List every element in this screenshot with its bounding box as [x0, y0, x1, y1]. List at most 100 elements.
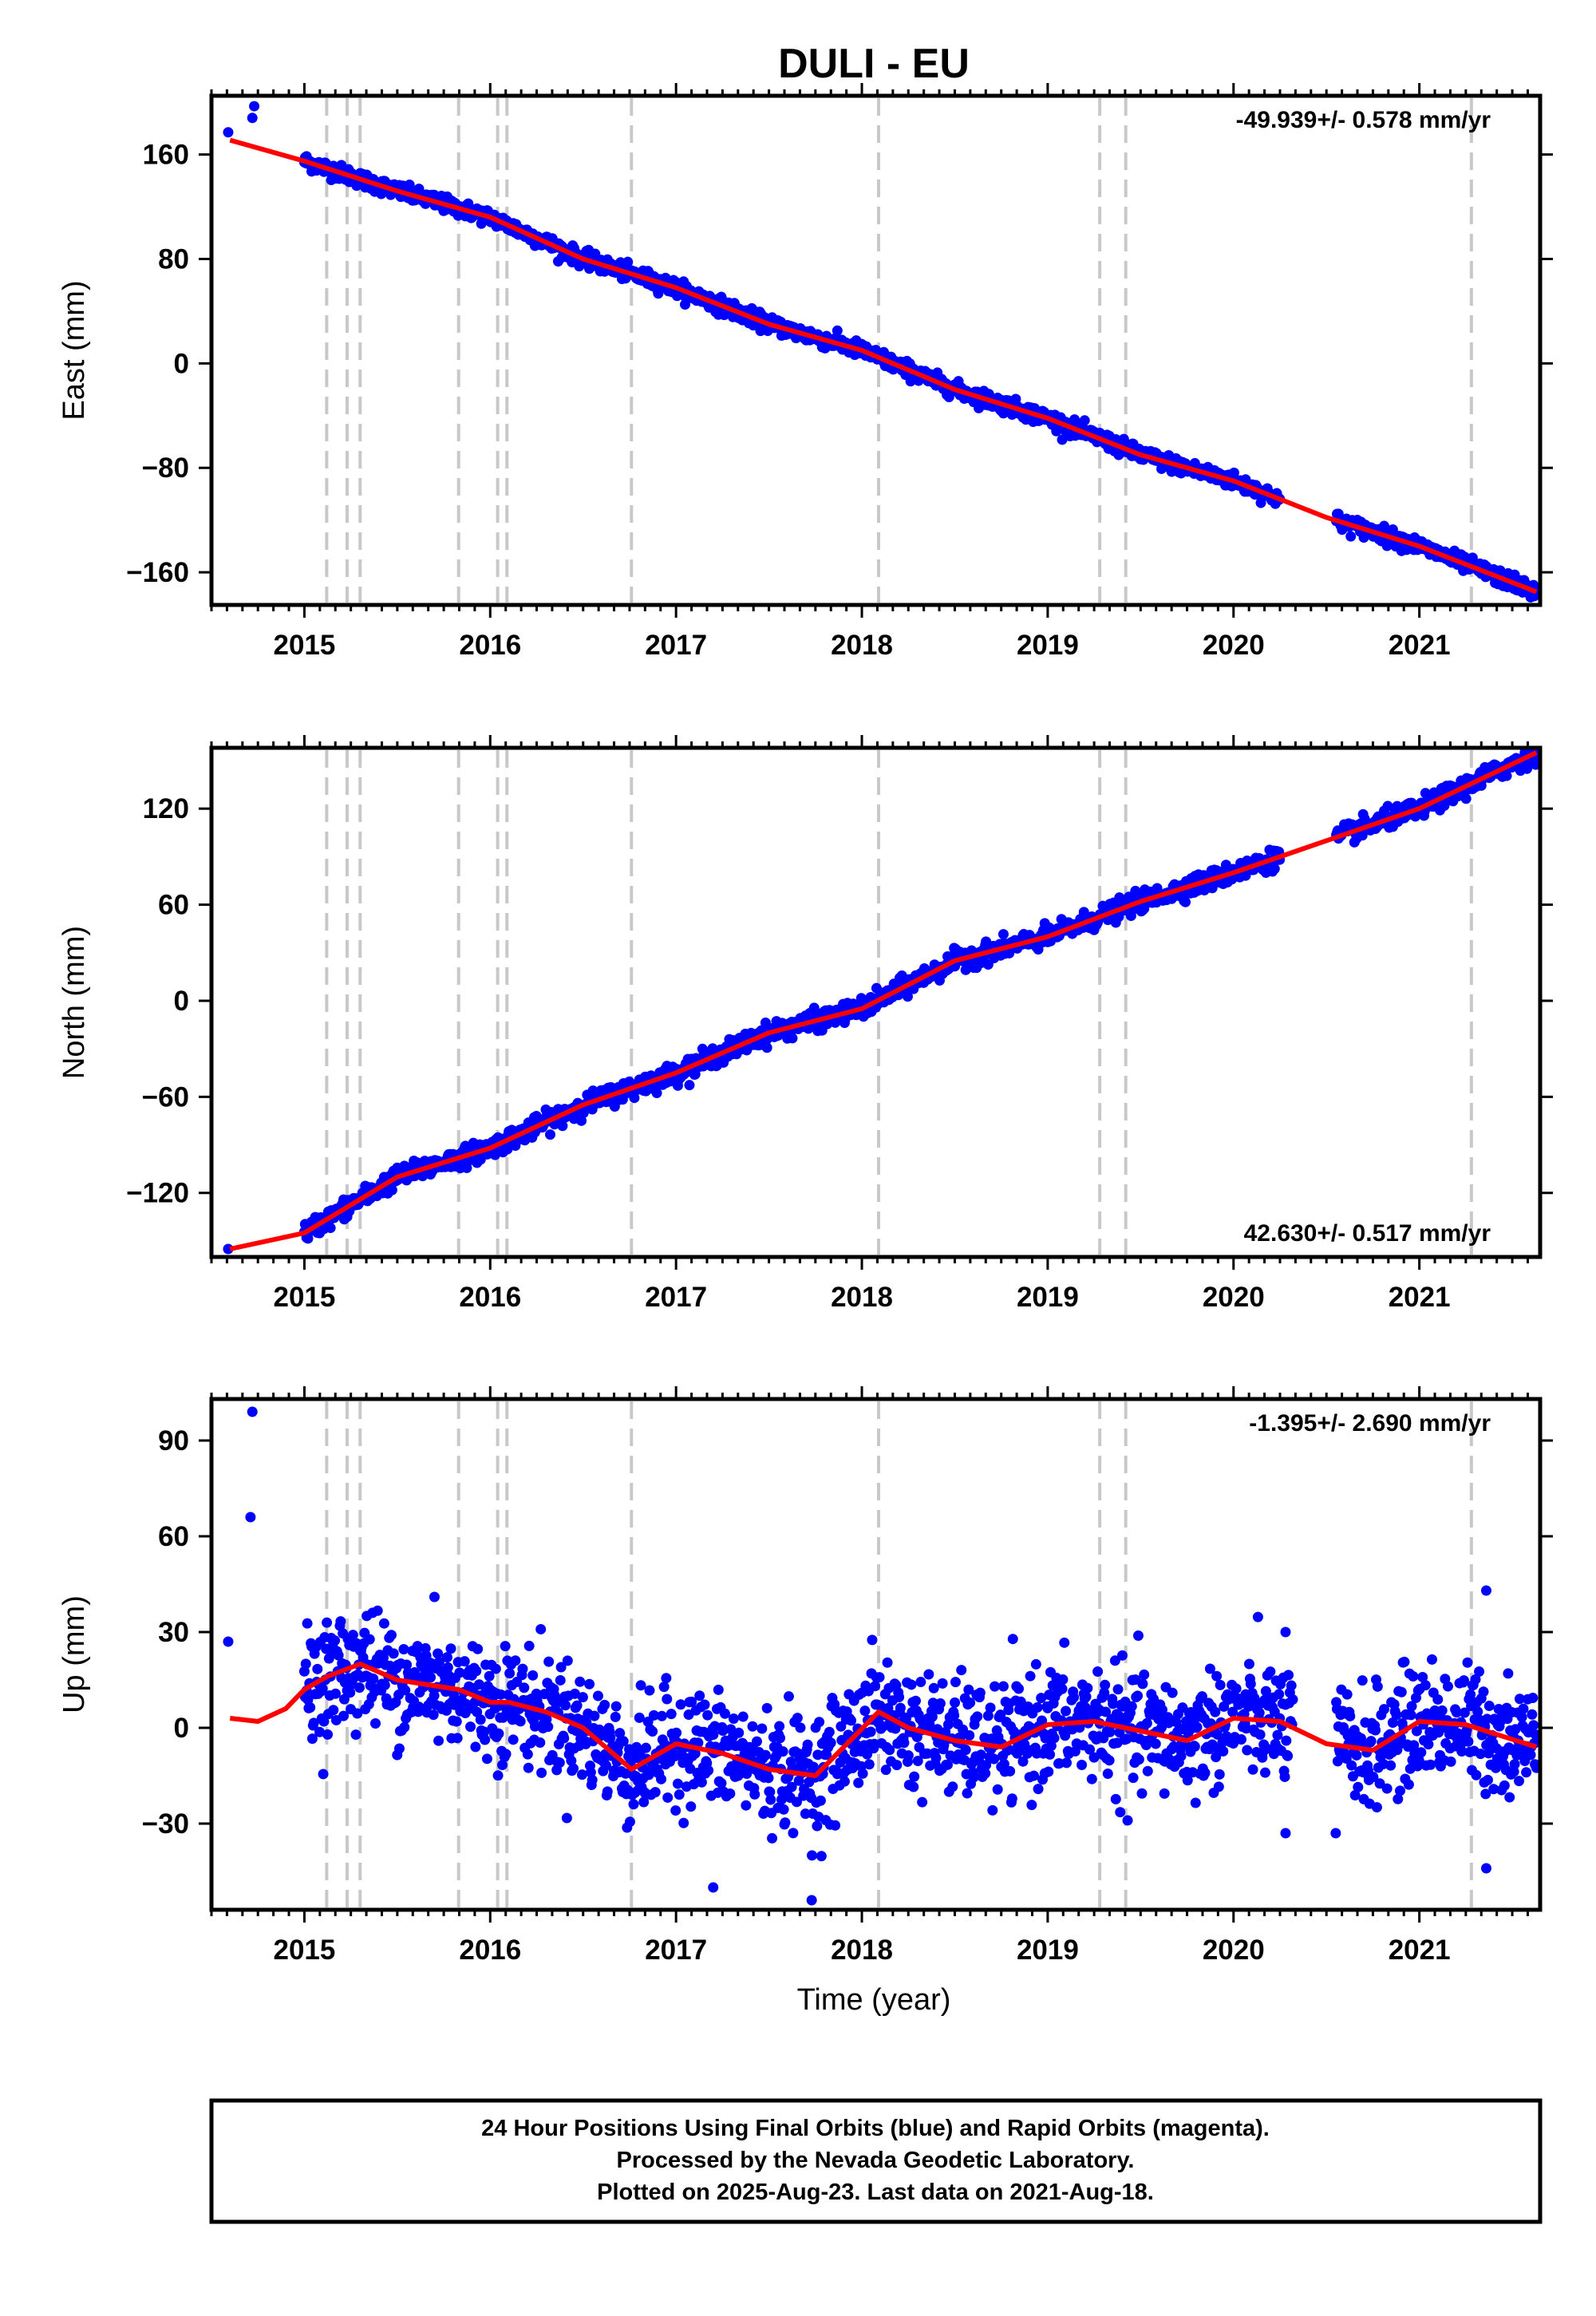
- data-point: [853, 1777, 864, 1788]
- data-point: [543, 1721, 554, 1733]
- data-point: [1132, 1630, 1144, 1641]
- data-point: [445, 1643, 456, 1654]
- data-point: [815, 1795, 826, 1806]
- data-point: [737, 1711, 749, 1722]
- data-point: [788, 1828, 799, 1839]
- x-tick-label: 2019: [1017, 1282, 1079, 1313]
- data-point: [812, 1820, 823, 1832]
- data-point: [624, 1816, 635, 1828]
- data-point: [398, 1644, 409, 1655]
- data-point: [1243, 1658, 1254, 1670]
- data-point: [894, 1692, 905, 1703]
- data-point: [656, 1710, 667, 1721]
- data-point: [694, 1690, 705, 1701]
- data-point: [523, 1640, 535, 1651]
- data-point: [774, 1721, 785, 1732]
- data-point: [765, 1794, 776, 1805]
- data-point: [1167, 1687, 1178, 1698]
- data-point: [536, 1767, 547, 1778]
- x-tick-label: 2019: [1017, 630, 1079, 661]
- north-panel: 2015 2016 2017 2018 2019 2020 2021120600−60−12…: [57, 735, 1553, 1313]
- data-point: [775, 1733, 786, 1744]
- outlier-point: [247, 113, 258, 124]
- data-point: [1115, 1807, 1126, 1818]
- data-point: [1102, 1769, 1113, 1780]
- data-point: [699, 1699, 710, 1710]
- data-point: [527, 1670, 539, 1681]
- data-point: [535, 1623, 547, 1634]
- data-point: [1126, 1701, 1137, 1712]
- data-point: [350, 1729, 361, 1741]
- data-point: [950, 1677, 961, 1688]
- data-point: [662, 1792, 674, 1803]
- data-point: [1132, 1690, 1144, 1701]
- data-point: [385, 1630, 397, 1641]
- data-point: [562, 1655, 573, 1666]
- data-point: [568, 1763, 579, 1774]
- data-point: [1082, 1682, 1093, 1694]
- data-point: [867, 1634, 878, 1646]
- data-point: [622, 256, 634, 267]
- data-point: [777, 1746, 788, 1757]
- data-point: [610, 1711, 621, 1722]
- data-point: [651, 1088, 662, 1099]
- data-point: [459, 1656, 470, 1667]
- data-point: [1133, 1754, 1144, 1765]
- data-point: [767, 1832, 778, 1844]
- data-point: [760, 1749, 771, 1761]
- data-point: [428, 1709, 439, 1721]
- data-point: [824, 1726, 835, 1737]
- data-point: [965, 1697, 976, 1709]
- data-point: [330, 1688, 342, 1699]
- data-point: [517, 1663, 528, 1674]
- data-point: [629, 1093, 640, 1104]
- data-point: [318, 1769, 329, 1780]
- data-point: [640, 1742, 651, 1753]
- data-point: [523, 1762, 534, 1773]
- y-tick-label: 60: [158, 890, 189, 921]
- data-point: [998, 1681, 1009, 1692]
- x-tick-label: 2015: [273, 1282, 335, 1313]
- data-point: [1013, 1683, 1025, 1694]
- y-tick-label: 80: [158, 243, 189, 275]
- data-point: [1086, 1773, 1097, 1784]
- data-point: [322, 1729, 334, 1740]
- y-tick-label: −60: [142, 1081, 189, 1113]
- data-point: [783, 1691, 794, 1702]
- data-point: [560, 1700, 571, 1711]
- y-tick-label: −80: [142, 453, 189, 484]
- data-point: [1214, 1769, 1225, 1780]
- data-point: [575, 1676, 586, 1687]
- data-point: [1460, 793, 1472, 804]
- data-point: [908, 1781, 919, 1792]
- data-point: [328, 1705, 339, 1716]
- data-point: [592, 1690, 603, 1701]
- data-point: [1139, 1669, 1150, 1680]
- data-point: [1030, 1658, 1041, 1670]
- data-point: [372, 1605, 383, 1616]
- data-point: [865, 1726, 876, 1737]
- data-point: [1059, 1637, 1070, 1648]
- data-point: [650, 1787, 661, 1798]
- data-point: [857, 1768, 868, 1779]
- data-point: [369, 1717, 381, 1729]
- data-point: [302, 1618, 313, 1629]
- data-point: [1005, 1765, 1016, 1777]
- data-point: [678, 1817, 689, 1828]
- data-point: [1211, 1670, 1223, 1682]
- data-point: [674, 1789, 685, 1800]
- data-point: [1079, 415, 1090, 426]
- y-tick-label: 120: [143, 793, 189, 824]
- data-point: [378, 1618, 389, 1629]
- data-point: [515, 1716, 526, 1727]
- data-point: [684, 1080, 695, 1091]
- x-tick-label: 2021: [1389, 1282, 1451, 1313]
- data-point: [472, 1643, 484, 1654]
- data-point: [1049, 1733, 1060, 1744]
- data-point: [1045, 1749, 1056, 1760]
- data-point: [778, 1804, 789, 1815]
- data-point: [671, 1727, 682, 1738]
- data-point: [802, 1739, 813, 1750]
- data-point: [587, 1774, 598, 1785]
- data-point: [906, 1679, 917, 1690]
